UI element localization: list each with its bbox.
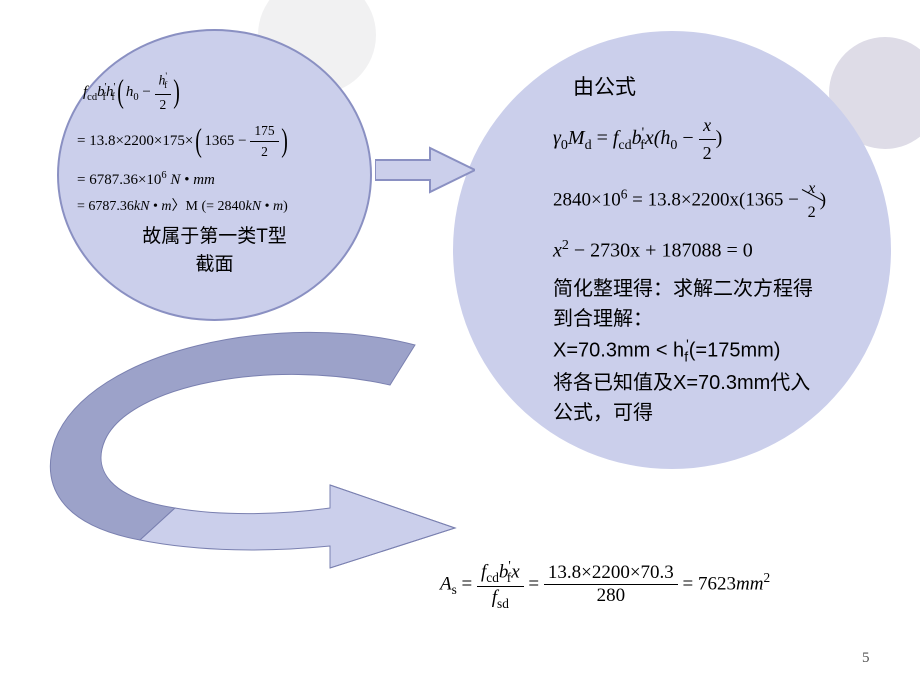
curved-arrow <box>20 330 500 580</box>
page-number: 5 <box>862 650 870 667</box>
left-cn2: 截面 <box>77 251 352 280</box>
right-cn2: 到合理解： <box>553 304 851 334</box>
arrow-right <box>375 145 475 195</box>
bottom-formula: As = fcdb'fxfsd = 13.8×2200×70.3280 = 76… <box>440 558 770 612</box>
left-bubble: fcdb'fh'f(h0 − h'f2) = 13.8×2200×175×(13… <box>57 29 372 321</box>
left-eq4: = 6787.36kN • m〉M (= 2840kN • m) <box>77 196 352 217</box>
right-cn4: 将各已知值及X=70.3mm代入 <box>553 368 851 398</box>
right-eq2: 2840×106 = 13.8×2200x(1365 − x2) <box>553 177 851 225</box>
left-cn1: 故属于第一类T型 <box>77 223 352 252</box>
right-eq1: γ0Md = fcdb'fx(h0 − x2) <box>553 112 851 167</box>
left-eq2: = 13.8×2200×175×(1365 − 1752) <box>77 121 352 163</box>
right-title: 由公式 <box>573 72 851 104</box>
right-cn1: 简化整理得：求解二次方程得 <box>553 274 851 304</box>
left-eq3: = 6787.36×106 N • mm <box>77 168 352 192</box>
right-cn5: 公式，可得 <box>553 398 851 428</box>
right-eq3: x2 − 2730x + 187088 = 0 <box>553 235 851 266</box>
right-cn3: X=70.3mm < hf'(=175mm) <box>553 334 851 368</box>
right-bubble: 由公式 γ0Md = fcdb'fx(h0 − x2) 2840×106 = 1… <box>453 31 891 469</box>
left-eq1: fcdb'fh'f(h0 − h'f2) <box>83 70 352 115</box>
